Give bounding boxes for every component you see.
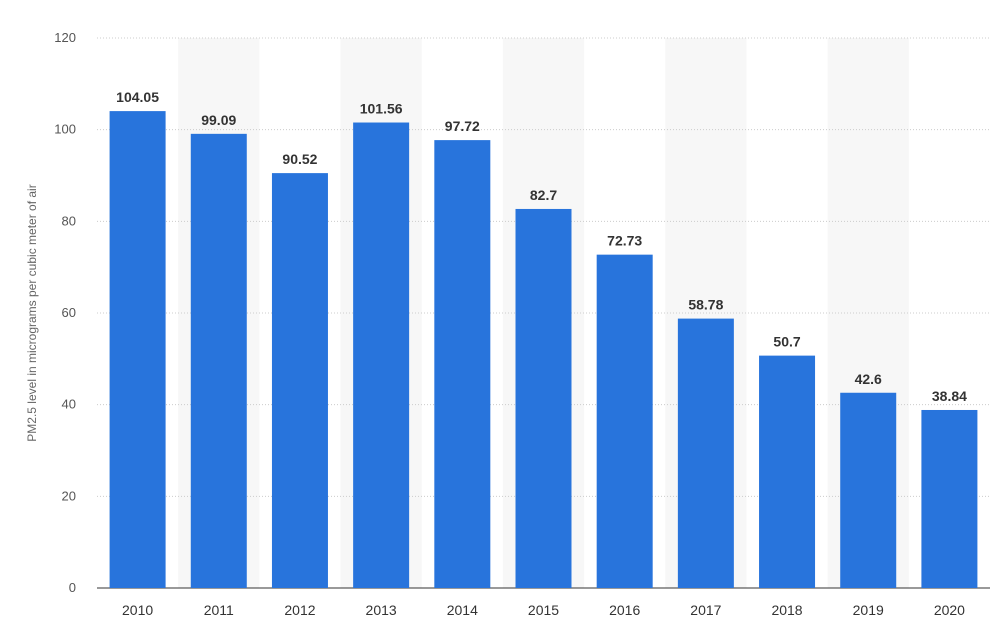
x-tick-label: 2018	[771, 602, 802, 618]
bar-2018	[759, 355, 816, 588]
y-tick-label: 20	[62, 488, 76, 503]
data-labels: 104.05 99.09 90.52 101.56 97.72 82.7 72.73 58.7…	[116, 89, 967, 404]
bar-2011	[190, 133, 247, 588]
x-tick-label: 2010	[122, 602, 153, 618]
data-label: 82.7	[530, 187, 557, 203]
x-axis-ticks: 2010 2011 2012 2013 2014 2015 2016 2017 2018 2019…	[122, 602, 965, 618]
data-label: 50.7	[773, 334, 800, 350]
data-label: 99.09	[201, 112, 236, 128]
data-label: 101.56	[360, 101, 403, 117]
x-tick-label: 2012	[284, 602, 315, 618]
data-label: 90.52	[282, 151, 317, 167]
bar-2012	[271, 173, 328, 588]
bar-2010	[109, 111, 166, 589]
x-tick-label: 2013	[366, 602, 397, 618]
data-label: 58.78	[688, 297, 723, 313]
bar-2016	[596, 254, 653, 588]
y-tick-label: 40	[62, 397, 76, 412]
bar-2015	[515, 208, 572, 589]
x-tick-label: 2019	[853, 602, 884, 618]
bars	[109, 111, 978, 589]
y-axis-title: PM2.5 level in micrograms per cubic mete…	[25, 184, 39, 441]
x-tick-label: 2015	[528, 602, 559, 618]
x-tick-label: 2020	[934, 602, 965, 618]
data-label: 97.72	[445, 118, 480, 134]
x-tick-label: 2017	[690, 602, 721, 618]
data-label: 42.6	[855, 371, 882, 387]
y-tick-label: 0	[69, 580, 76, 595]
data-label: 38.84	[932, 388, 967, 404]
bar-2020	[921, 409, 978, 588]
y-axis-ticks: 0 20 40 60 80 100 120	[54, 30, 76, 595]
bar-2019	[840, 392, 897, 588]
x-tick-label: 2014	[447, 602, 478, 618]
y-tick-label: 60	[62, 305, 76, 320]
y-tick-label: 120	[54, 30, 76, 45]
y-tick-label: 100	[54, 122, 76, 137]
data-label: 104.05	[116, 89, 159, 105]
y-tick-label: 80	[62, 213, 76, 228]
bar-2017	[677, 318, 734, 588]
bar-2014	[434, 140, 491, 588]
x-tick-label: 2011	[204, 602, 234, 618]
bar-2013	[353, 122, 410, 589]
x-tick-label: 2016	[609, 602, 640, 618]
data-label: 72.73	[607, 233, 642, 249]
